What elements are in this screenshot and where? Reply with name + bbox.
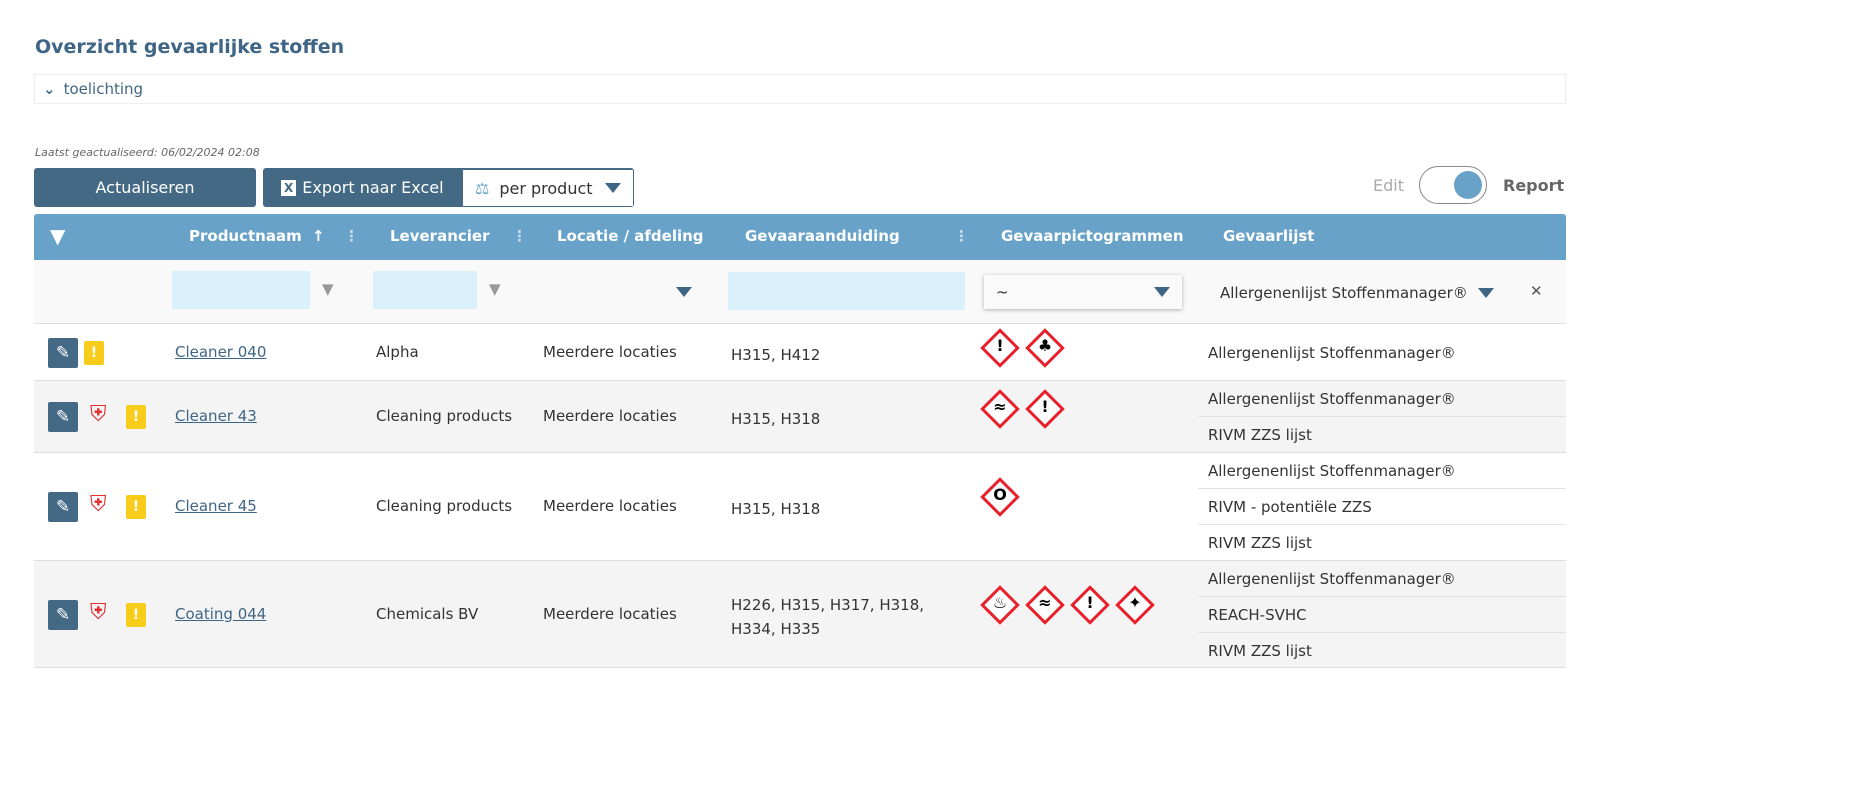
export-mode-select[interactable]: ⚖ per product bbox=[463, 170, 633, 206]
exclamation-pictogram-icon: ! bbox=[980, 328, 1020, 368]
col-productnaam[interactable]: Productnaam bbox=[189, 227, 302, 245]
supplier: Cleaning products bbox=[376, 407, 513, 425]
hazard-list-item: Allergenenlijst Stoffenmanager® bbox=[1198, 561, 1566, 597]
flammable-pictogram-icon: ♨ bbox=[980, 584, 1020, 625]
exclamation-pictogram-icon: ! bbox=[1025, 389, 1065, 429]
hazard-statements: H315, H318 bbox=[731, 500, 821, 518]
clipboard-alert-icon[interactable]: ! bbox=[126, 495, 146, 519]
column-menu-icon[interactable]: ⋮ bbox=[344, 227, 359, 245]
filter-row: ▼ ▼ ~ Allergenenlijst Stoffenmanager® ✕ bbox=[34, 260, 1566, 324]
location: Meerdere locaties bbox=[543, 604, 677, 623]
clipboard-alert-icon[interactable]: ! bbox=[126, 405, 146, 429]
locatie-filter-dropdown[interactable] bbox=[676, 287, 692, 297]
gevaaraanduiding-filter-input[interactable] bbox=[728, 272, 965, 310]
hazard-list-item: REACH-SVHC bbox=[1198, 597, 1566, 633]
column-menu-icon[interactable]: ⋮ bbox=[954, 227, 969, 245]
col-leverancier[interactable]: Leverancier bbox=[390, 227, 490, 245]
hazard-list-item: Allergenenlijst Stoffenmanager® bbox=[1198, 453, 1566, 489]
clipboard-alert-icon[interactable]: ! bbox=[84, 340, 104, 365]
exclamation-pictogram-icon: ! bbox=[1070, 584, 1110, 625]
chevron-down-icon bbox=[605, 183, 621, 193]
supplier: Alpha bbox=[376, 342, 419, 361]
edit-pencil-icon[interactable]: ✎ bbox=[48, 402, 78, 432]
supplier: Chemicals BV bbox=[376, 604, 479, 623]
col-locatie[interactable]: Locatie / afdeling bbox=[557, 227, 704, 245]
gevaarlijst-filter-value: Allergenenlijst Stoffenmanager® bbox=[1220, 284, 1468, 302]
flask-icon: ⚖ bbox=[475, 178, 490, 198]
location: Meerdere locaties bbox=[543, 407, 677, 425]
product-link[interactable]: Coating 044 bbox=[175, 604, 267, 623]
chevron-down-icon bbox=[1477, 288, 1494, 298]
last-updated: Laatst geactualiseerd: 06/02/2024 02:08 bbox=[35, 146, 260, 159]
sort-asc-icon: ↑ bbox=[312, 227, 325, 245]
table-header: ▼ Productnaam ↑ ⋮ Leverancier ⋮ Locatie … bbox=[34, 214, 1566, 260]
health-hazard-pictogram-icon: ✦ bbox=[1115, 584, 1155, 625]
gevaarlijst-filter-select[interactable]: Allergenenlijst Stoffenmanager® bbox=[1220, 284, 1494, 302]
location: Meerdere locaties bbox=[543, 342, 677, 361]
clipboard-alert-icon[interactable]: ! bbox=[126, 602, 146, 627]
clear-filters-icon[interactable]: ▼ bbox=[50, 224, 66, 248]
product-link[interactable]: Cleaner 45 bbox=[175, 497, 257, 515]
table-row: ✎ ⛨! Coating 044 Chemicals BV Meerdere locat… bbox=[34, 561, 1566, 668]
corrosive-pictogram-icon: ≈ bbox=[1025, 584, 1065, 625]
edit-pencil-icon[interactable]: ✎ bbox=[48, 492, 78, 522]
page-title: Overzicht gevaarlijke stoffen bbox=[35, 36, 345, 58]
toelichting-label: toelichting bbox=[63, 80, 144, 98]
col-gevaarpictogrammen[interactable]: Gevaarpictogrammen bbox=[1001, 227, 1184, 245]
table-row: ✎ ⛨! Cleaner 43 Cleaning products Meerdere l… bbox=[34, 381, 1566, 453]
corrosive-pictogram-icon: ≈ bbox=[980, 389, 1020, 429]
toggle-knob bbox=[1454, 171, 1482, 199]
product-link[interactable]: Cleaner 040 bbox=[175, 342, 267, 361]
edit-pencil-icon[interactable]: ✎ bbox=[48, 337, 78, 368]
edit-label: Edit bbox=[1373, 176, 1404, 195]
chevron-down-icon: ⌄ bbox=[43, 80, 56, 98]
toelichting-toggle[interactable]: ⌄ toelichting bbox=[34, 74, 1566, 104]
hazard-statements: H315, H412 bbox=[731, 345, 821, 364]
filter-icon[interactable]: ▼ bbox=[489, 280, 501, 298]
export-label: Export naar Excel bbox=[302, 178, 444, 197]
column-menu-icon[interactable]: ⋮ bbox=[512, 227, 527, 245]
hazard-list-item: Allergenenlijst Stoffenmanager® bbox=[1198, 381, 1566, 417]
hazard-list-item: RIVM - potentiële ZZS bbox=[1198, 489, 1566, 525]
clear-filter-icon[interactable]: ✕ bbox=[1530, 282, 1543, 300]
hazard-statements: H226, H315, H317, H318, H334, H335 bbox=[731, 595, 925, 638]
table-row: ✎! Cleaner 040 Alpha Meerdere locaties H315,… bbox=[34, 324, 1566, 381]
shield-alert-icon[interactable]: ⛨ bbox=[90, 402, 107, 427]
oxidizer-pictogram-icon: O bbox=[980, 477, 1020, 517]
hazard-list-item: Allergenenlijst Stoffenmanager® bbox=[1208, 343, 1456, 362]
edit-report-toggle[interactable] bbox=[1419, 166, 1487, 204]
filter-icon[interactable]: ▼ bbox=[322, 280, 334, 298]
pictogram-filter-value: ~ bbox=[996, 283, 1009, 301]
shield-alert-icon[interactable]: ⛨ bbox=[90, 492, 107, 517]
report-label: Report bbox=[1503, 176, 1565, 195]
environment-pictogram-icon: ♣ bbox=[1025, 328, 1065, 368]
pictogram-filter-select[interactable]: ~ bbox=[984, 275, 1182, 309]
hazard-statements: H315, H318 bbox=[731, 410, 821, 428]
chevron-down-icon bbox=[1154, 287, 1170, 297]
col-gevaaraanduiding[interactable]: Gevaaraanduiding bbox=[745, 227, 900, 245]
shield-alert-icon[interactable]: ⛨ bbox=[90, 599, 107, 625]
excel-icon: X bbox=[281, 179, 297, 196]
table-row: ✎ ⛨! Cleaner 45 Cleaning products Meerdere l… bbox=[34, 453, 1566, 561]
hazard-list-item: RIVM ZZS lijst bbox=[1208, 426, 1312, 444]
leverancier-filter-input[interactable] bbox=[373, 271, 477, 309]
productnaam-filter-input[interactable] bbox=[172, 271, 310, 309]
product-link[interactable]: Cleaner 43 bbox=[175, 407, 257, 425]
hazard-list-item: RIVM ZZS lijst bbox=[1208, 642, 1312, 660]
supplier: Cleaning products bbox=[376, 497, 513, 515]
export-mode-value: per product bbox=[499, 178, 593, 198]
hazard-list-item: RIVM ZZS lijst bbox=[1208, 534, 1312, 552]
refresh-button[interactable]: Actualiseren bbox=[34, 168, 256, 207]
location: Meerdere locaties bbox=[543, 497, 677, 515]
col-gevaarlijst[interactable]: Gevaarlijst bbox=[1223, 227, 1315, 245]
edit-pencil-icon[interactable]: ✎ bbox=[48, 599, 78, 630]
